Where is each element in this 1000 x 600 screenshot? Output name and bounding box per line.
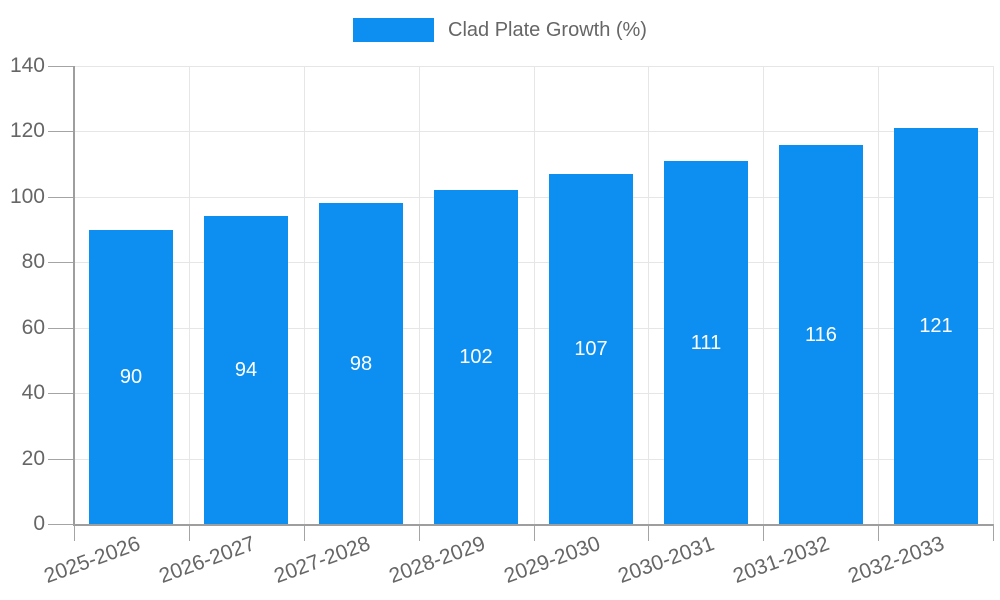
x-axis-tick [419, 524, 420, 541]
bar-value-label: 116 [805, 324, 837, 346]
gridline-horizontal [74, 262, 993, 263]
x-axis-tick-label: 2025-2026 [41, 532, 144, 588]
x-axis-tick [878, 524, 879, 541]
bar[interactable]: 107 [549, 174, 633, 524]
x-axis-tick [304, 524, 305, 541]
x-axis-tick-label: 2032-2033 [845, 532, 948, 588]
y-axis-tick-label: 80 [21, 250, 45, 273]
x-axis-tick [763, 524, 764, 541]
gridline-horizontal [74, 328, 993, 329]
gridline-vertical [878, 66, 879, 524]
gridline-vertical [993, 66, 994, 524]
legend-item[interactable]: Clad Plate Growth (%) [353, 17, 647, 43]
gridline-vertical [304, 66, 305, 524]
bar[interactable]: 111 [664, 161, 748, 524]
gridline-vertical [419, 66, 420, 524]
y-axis-tick-label: 20 [21, 447, 45, 470]
x-axis-line [73, 524, 993, 526]
bar[interactable]: 98 [319, 203, 403, 524]
gridline-horizontal [74, 197, 993, 198]
x-axis-tick-label: 2031-2032 [730, 532, 833, 588]
x-axis-tick [534, 524, 535, 541]
bar-value-label: 94 [234, 359, 258, 381]
bar[interactable]: 116 [779, 145, 863, 524]
x-axis-tick [648, 524, 649, 541]
gridline-horizontal [74, 131, 993, 132]
y-axis-tick-label: 120 [9, 119, 45, 142]
legend-swatch-icon [353, 18, 435, 42]
y-axis-line [73, 66, 75, 524]
bar[interactable]: 102 [434, 190, 518, 524]
x-axis-tick-label: 2028-2029 [385, 532, 488, 588]
y-axis-tick [48, 328, 74, 329]
x-axis-tick-label: 2029-2030 [500, 532, 603, 588]
y-axis-tick-label: 140 [9, 54, 45, 77]
gridline-vertical [648, 66, 649, 524]
bar-value-label: 102 [459, 346, 493, 368]
y-axis-tick-label: 100 [9, 185, 45, 208]
bar-value-label: 121 [919, 315, 953, 337]
bar[interactable]: 94 [204, 216, 288, 524]
bar-value-label: 107 [574, 338, 608, 360]
gridline-vertical [534, 66, 535, 524]
gridline-horizontal [74, 393, 993, 394]
y-axis-tick-label: 40 [21, 381, 45, 404]
y-axis-tick [48, 524, 74, 525]
gridline-vertical [189, 66, 190, 524]
y-axis-tick [48, 66, 74, 67]
bar[interactable]: 90 [89, 230, 173, 524]
bar-value-label: 98 [349, 353, 373, 375]
x-axis-tick [189, 524, 190, 541]
x-axis-tick-label: 2027-2028 [270, 532, 374, 588]
x-axis-tick [74, 524, 75, 541]
bar-value-label: 90 [119, 366, 143, 388]
x-axis-tick-label: 2030-2031 [615, 532, 718, 588]
gridline-horizontal [74, 66, 993, 67]
legend: Clad Plate Growth (%) [0, 17, 1000, 43]
bar-value-label: 111 [690, 332, 722, 354]
y-axis-tick [48, 262, 74, 263]
gridline-horizontal [74, 459, 993, 460]
y-axis-tick [48, 197, 74, 198]
bar[interactable]: 121 [894, 128, 978, 524]
x-axis-tick [993, 524, 994, 541]
y-axis-tick-label: 0 [33, 512, 45, 535]
y-axis-tick [48, 393, 74, 394]
x-axis-tick-label: 2026-2027 [155, 532, 259, 588]
y-axis-tick [48, 459, 74, 460]
y-axis-tick [48, 131, 74, 132]
gridline-vertical [763, 66, 764, 524]
legend-label: Clad Plate Growth (%) [448, 19, 647, 41]
y-axis-tick-label: 60 [21, 316, 45, 339]
